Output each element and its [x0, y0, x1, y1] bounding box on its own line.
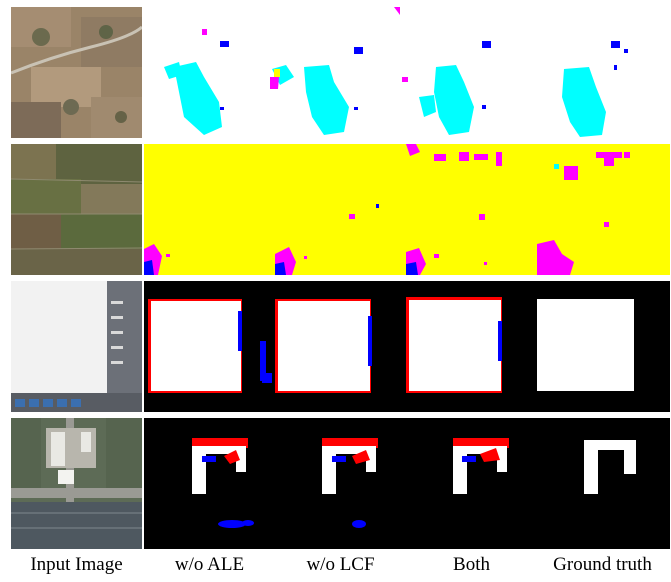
row1-wo-ale-map: [164, 29, 229, 135]
caption-wo-ale: w/o ALE: [174, 554, 245, 575]
row2-segmentation-panel: [144, 144, 670, 275]
row1-ground-truth-map: [562, 41, 628, 137]
row2-input-image: [11, 144, 142, 275]
row1-wo-lcf-map: [270, 47, 363, 135]
row3-wo-ale-map: [148, 299, 272, 393]
row3-input-image: [11, 281, 142, 412]
row2-wo-lcf-map: [275, 204, 379, 275]
row4-both-map: [453, 438, 509, 494]
row4-wo-lcf-map: [322, 438, 378, 528]
caption-ground-truth: Ground truth: [553, 554, 652, 575]
row2-wo-ale-map: [144, 244, 170, 275]
row3-both-map: [406, 297, 502, 393]
row3-wo-lcf-map: [275, 299, 372, 393]
caption-wo-lcf: w/o LCF: [306, 554, 375, 575]
row1-input-image: [11, 7, 142, 138]
row2-ground-truth-map: [537, 152, 630, 275]
row4-wo-ale-map: [192, 438, 254, 528]
caption-both: Both: [453, 554, 490, 575]
row4-input-image: [11, 418, 142, 549]
row3-ground-truth-map: [537, 299, 634, 391]
row1-both-map: [394, 7, 491, 135]
row4-segmentation-panel: [144, 418, 670, 549]
row4-ground-truth-map: [584, 440, 636, 494]
caption-input-image: Input Image: [30, 554, 123, 575]
row3-segmentation-panel: [144, 281, 670, 412]
row1-segmentation-panel: [144, 7, 670, 138]
row2-both-map: [406, 144, 502, 275]
